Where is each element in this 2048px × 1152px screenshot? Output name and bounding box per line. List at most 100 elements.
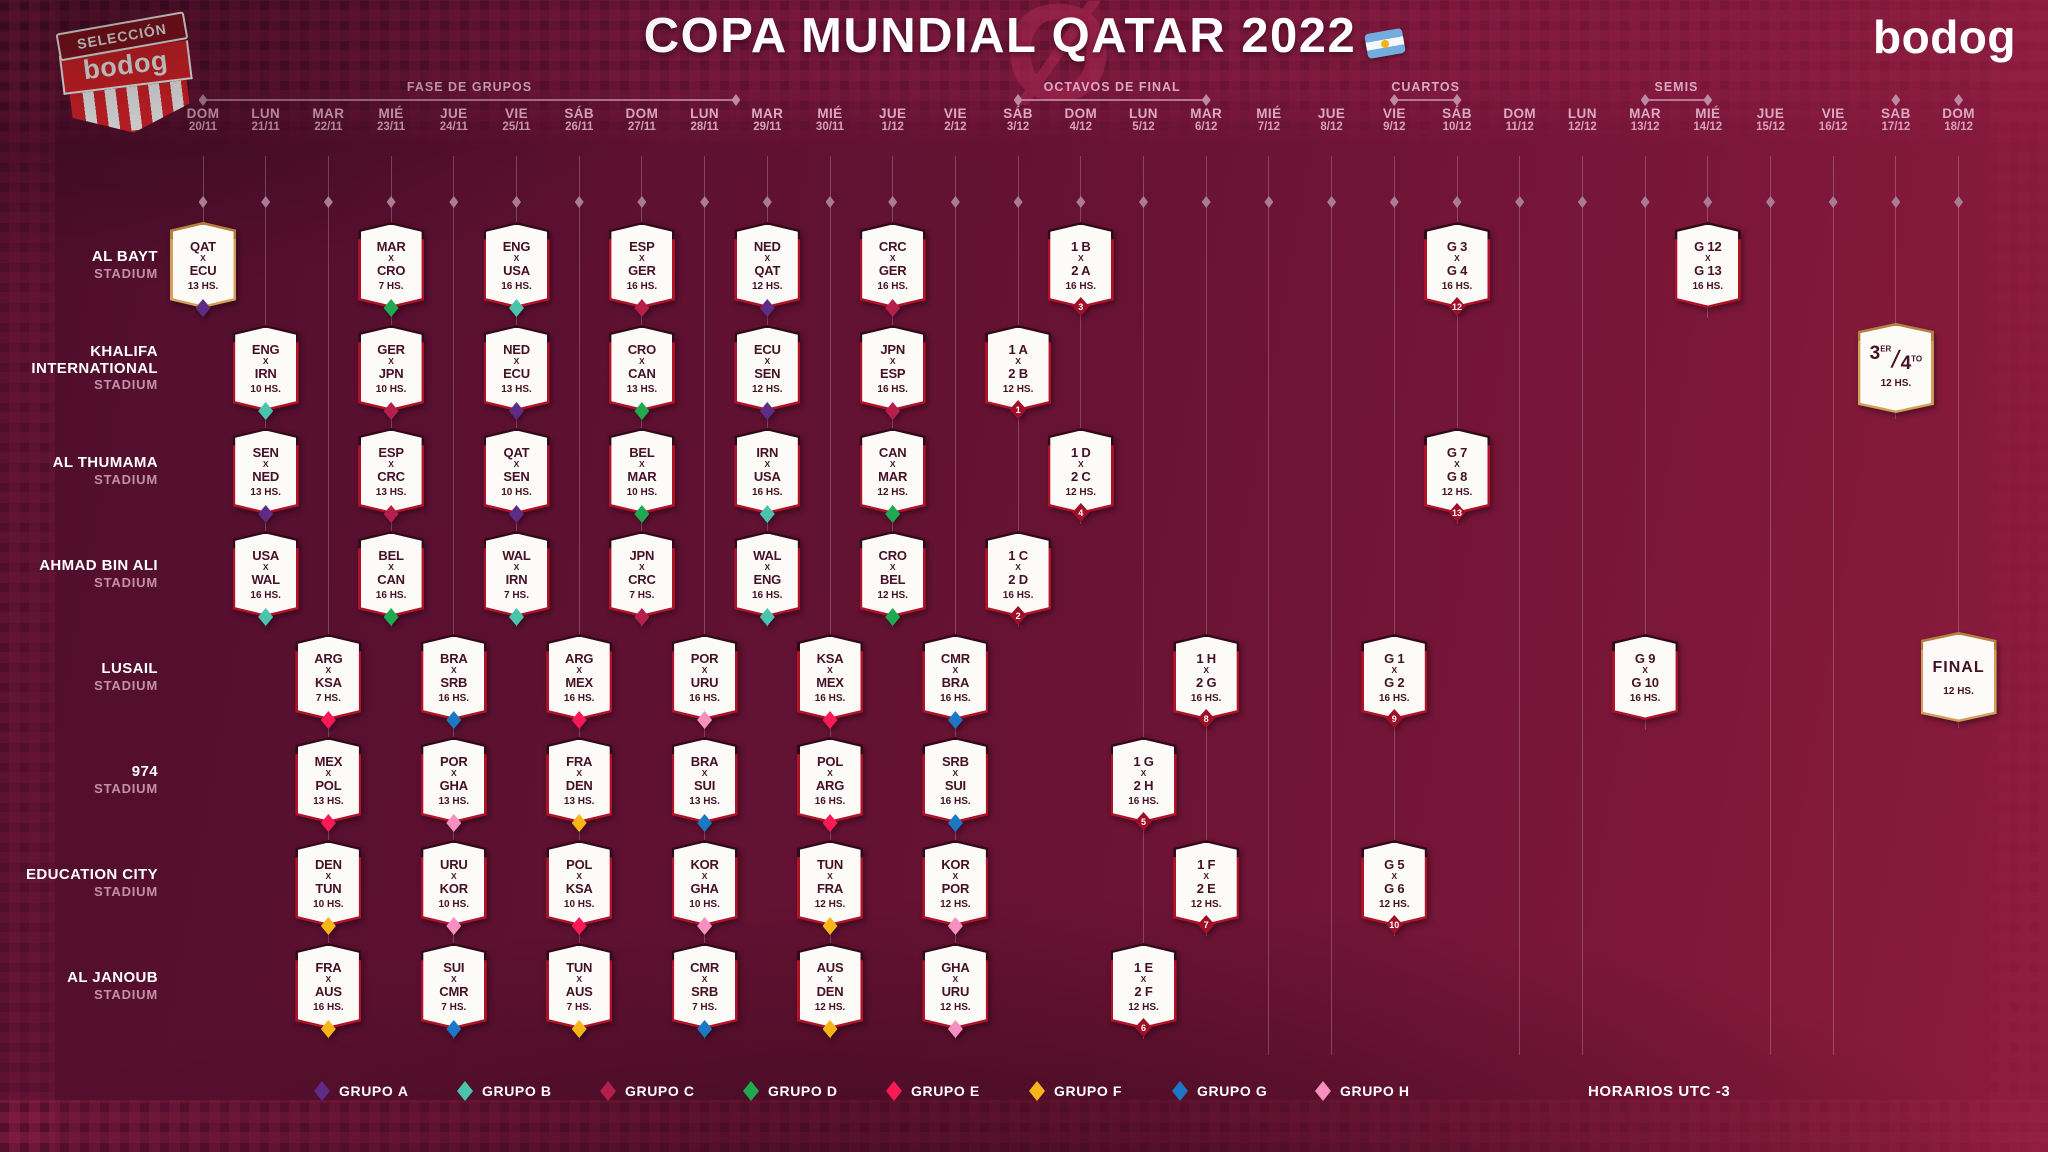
stadium-sub: STADIUM	[94, 883, 158, 899]
column-top-diamond	[1577, 196, 1587, 208]
stadium-label: AL JANOUB STADIUM	[8, 943, 158, 1029]
legend-group-diamond	[743, 1081, 759, 1101]
team-away: ECU	[503, 365, 530, 381]
day-date: 11/12	[1505, 121, 1534, 134]
group-diamond	[697, 711, 713, 729]
team-away: GHA	[690, 880, 719, 896]
match-card: TUN X AUS 7 HS.	[546, 943, 613, 1038]
team-away: MAR	[627, 468, 657, 484]
match-card-body: ESP X GER 16 HS.	[611, 224, 673, 306]
kickoff-time: 16 HS.	[1379, 692, 1410, 704]
legend-group-label: GRUPO D	[768, 1083, 838, 1099]
kickoff-time: 12 HS.	[752, 280, 783, 292]
team-home: WAL	[502, 548, 531, 564]
versus-x: X	[513, 562, 520, 573]
team-home: SUI	[443, 960, 465, 976]
match-card-body: SEN X NED 13 HS.	[235, 430, 297, 512]
team-home: IRN	[756, 445, 779, 461]
group-diamond	[634, 402, 650, 420]
day-name: LUN	[1567, 106, 1597, 121]
group-diamond	[759, 608, 775, 626]
team-away: BRA	[941, 674, 970, 690]
legend-group-diamond	[1315, 1081, 1331, 1101]
legend-group-diamond	[600, 1081, 616, 1101]
stadium-name: AL THUMAMA	[52, 454, 158, 472]
versus-x: X	[1704, 253, 1711, 264]
phase-solo-diamond	[1891, 94, 1901, 106]
match-card: ARG X MEX 16 HS.	[546, 634, 613, 729]
versus-x: X	[952, 768, 959, 779]
group-diamond	[822, 1020, 838, 1038]
kickoff-time: 16 HS.	[877, 280, 908, 292]
group-diamond	[258, 608, 274, 626]
match-card-body: ENG X USA 16 HS.	[486, 224, 547, 306]
phase-end-diamond	[1452, 94, 1462, 106]
day-date: 2/12	[944, 121, 967, 134]
team-home: ARG	[565, 651, 594, 667]
kickoff-time: 7 HS.	[315, 692, 341, 704]
team-away: CMR	[439, 983, 469, 999]
team-away: AUS	[314, 983, 342, 999]
match-card-body: USA X WAL 16 HS.	[235, 533, 297, 615]
day-header: SAB 17/12	[1863, 106, 1929, 134]
day-name: SÁB	[1003, 106, 1033, 121]
team-away: IRN	[505, 571, 528, 587]
timezone-note: HORARIOS UTC -3	[1588, 1083, 1730, 1100]
versus-x: X	[262, 459, 269, 470]
stadium-label: LUSAIL STADIUM	[8, 634, 158, 720]
team-home: ECU	[753, 342, 781, 358]
day-date: 13/12	[1630, 121, 1660, 134]
match-card-body: BEL X MAR 10 HS.	[611, 430, 673, 512]
phase-end-diamond	[198, 94, 208, 106]
versus-x: X	[639, 356, 645, 367]
day-name: LUN	[251, 106, 281, 121]
day-header: SÁB 10/12	[1424, 106, 1490, 134]
match-card: WAL X ENG 16 HS.	[734, 531, 801, 626]
match-card: GER X JPN 10 HS.	[358, 325, 425, 420]
versus-x: X	[576, 974, 583, 985]
day-date: 24/11	[439, 121, 468, 134]
team-home: G 12	[1694, 239, 1722, 255]
team-away: ESP	[879, 365, 906, 381]
phase-label: FASE DE GRUPOS	[406, 80, 533, 94]
column-guide-line	[1205, 156, 1207, 936]
team-away: SUI	[694, 777, 716, 793]
match-card-body: POL X KSA 10 HS.	[548, 842, 610, 924]
versus-x: X	[701, 665, 708, 676]
column-top-diamond	[700, 196, 710, 208]
kickoff-time: 16 HS.	[1128, 795, 1159, 807]
column-top-diamond	[1264, 196, 1274, 208]
team-home: CRO	[627, 342, 657, 358]
group-diamond	[759, 505, 775, 523]
team-away: CRC	[377, 468, 405, 484]
match-card-body: POR X URU 16 HS.	[674, 636, 736, 718]
day-header: JUE 24/11	[421, 106, 487, 134]
column-guide-line	[1331, 156, 1333, 1055]
team-away: CAN	[628, 365, 656, 381]
day-date: 10/12	[1442, 121, 1472, 134]
group-diamond	[571, 1020, 587, 1038]
column-top-diamond	[888, 196, 898, 208]
match-card: NED X QAT 12 HS.	[734, 222, 801, 317]
day-name: MAR	[1190, 106, 1223, 121]
day-header: SÁB 3/12	[985, 106, 1051, 134]
match-card: USA X WAL 16 HS.	[232, 531, 299, 626]
match-card-body: CRO X BEL 12 HS.	[862, 533, 924, 615]
day-header: MIÉ 30/11	[797, 106, 863, 134]
day-name: MIÉ	[1695, 106, 1721, 121]
day-name: MAR	[751, 106, 784, 121]
column-top-diamond	[1139, 196, 1148, 208]
match-card: POR X URU 16 HS.	[671, 634, 738, 729]
team-home: ESP	[378, 445, 404, 461]
match-card: JPN X CRC 7 HS.	[608, 531, 675, 626]
group-diamond	[885, 299, 901, 317]
kickoff-time: 16 HS.	[626, 280, 658, 292]
bodog-wordmark: bodog	[1873, 11, 2016, 63]
group-diamond	[634, 299, 650, 317]
column-guide-line	[1519, 156, 1521, 1055]
versus-x: X	[889, 459, 896, 470]
versus-x: X	[827, 768, 833, 779]
match-card: ARG X KSA 7 HS.	[295, 634, 362, 729]
